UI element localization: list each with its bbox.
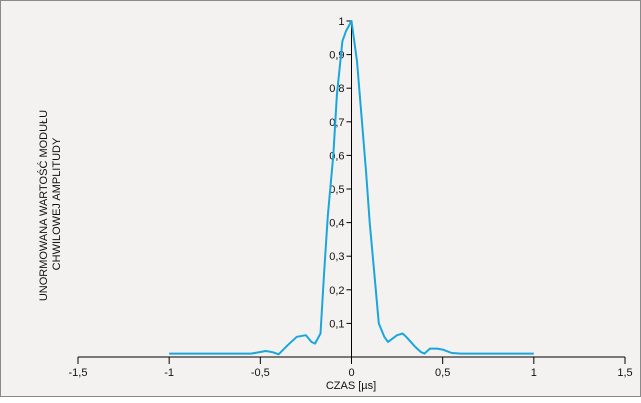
y-tick-label-2: 0,3 [329,251,344,263]
y-axis-title: UNORMOWANA WARTOŚĆ MODUŁU CHWILOWEJ AMPL… [37,107,63,301]
y-tick-label-3: 0,4 [329,218,344,230]
x-tick-label-5: 1 [531,367,537,379]
y-tick-label-0: 0,1 [329,318,344,330]
x-axis-title: CZAS [µs] [326,380,376,392]
y-tick-label-5: 0,6 [329,150,344,162]
y-tick-label-1: 0,2 [329,285,344,297]
tick-marks [77,20,626,364]
series [169,20,534,356]
tick-labels: -1,5 -1 -0,5 0 0,5 1 1,50,10,20,30,40,50,60,70… [69,16,633,379]
y-tick-label-4: 0,5 [329,184,344,196]
x-tick-label-3: 0 [348,367,354,379]
y-axis-title-line-2: CHWILOWEJ AMPLITUDY [51,137,63,270]
y-axis-title-line-1: UNORMOWANA WARTOŚĆ MODUŁU [37,110,50,301]
series-line-0 [169,20,534,356]
x-tick-label-4: 0,5 [435,367,450,379]
x-tick-label-2: -0,5 [251,367,270,379]
x-tick-label-1: -1 [164,367,174,379]
axes [78,21,625,364]
x-tick-label-6: 1,5 [617,367,632,379]
x-tick-label-0: -1,5 [69,367,88,379]
y-tick-label-9: 1 [338,16,344,28]
y-tick-label-6: 0,7 [329,117,344,129]
